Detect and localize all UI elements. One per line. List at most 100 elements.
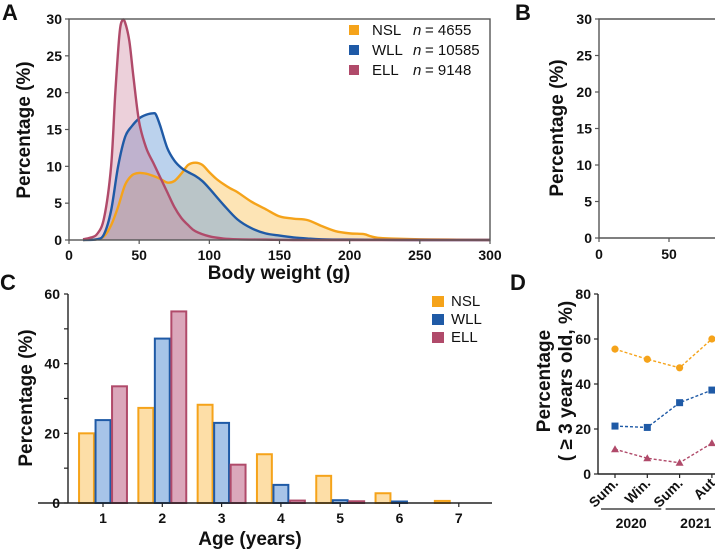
legend-swatch-wll [349, 45, 359, 55]
panel-d-x-ticks: Sum. Win.Sum. Aut [586, 474, 715, 510]
bar-wll [153, 337, 171, 504]
panel-b: B 0 50 0 5 10 15 20 25 30 Percentage (%) [515, 0, 715, 262]
legend-swatch-wll [432, 314, 444, 325]
x-tick-label: 100 [198, 247, 222, 263]
y-tick-label: 20 [46, 85, 62, 101]
panel-b-y-axis-title: Percentage (%) [547, 59, 568, 196]
y-tick-label: 20 [44, 425, 60, 441]
point-ell [675, 458, 684, 466]
y-tick-label: 10 [46, 158, 62, 174]
y-tick-label: 40 [575, 376, 591, 392]
x-tick-label: 6 [396, 510, 404, 526]
year-group-label: 2021 [680, 515, 711, 531]
point-nsl [708, 335, 715, 343]
bar-nsl [196, 403, 214, 504]
bar-nsl [374, 492, 392, 505]
panel-label-d: D [510, 270, 526, 295]
area-ell [83, 19, 491, 241]
point-nsl [643, 355, 651, 363]
line-ell [82, 18, 490, 242]
panel-label-a: A [2, 0, 18, 25]
line-wll [614, 389, 713, 429]
x-tick-label: Win. [621, 475, 653, 507]
line-ell [614, 442, 713, 464]
legend-label-nsl: NSL [451, 293, 480, 310]
point-wll [676, 399, 684, 407]
x-tick-label: 2 [158, 510, 166, 526]
x-tick-label: 3 [218, 510, 226, 526]
panel-d: D 0 20 40 60 80 Sum. Win.Sum. Aut Percentage (… [510, 270, 715, 531]
panel-a-areas [82, 18, 491, 242]
point-nsl [676, 364, 684, 372]
bar-wll [94, 419, 112, 505]
panel-c-x-ticks: 1 2 3 4 5 6 7 [99, 503, 463, 526]
y-tick-label: 60 [575, 331, 591, 347]
line-nsl [82, 161, 491, 242]
panel-d-lines [611, 335, 715, 466]
panel-a-y-axis-title: Percentage (%) [14, 61, 35, 198]
point-wll [643, 423, 651, 431]
legend-swatch-ell [349, 65, 359, 75]
panel-d-y-axis-title: Percentage [534, 330, 555, 432]
area-wll [83, 113, 491, 241]
panel-label-c: C [0, 270, 16, 295]
bar-ell [229, 463, 247, 504]
y-tick-label: 0 [583, 466, 591, 482]
y-tick-label: 15 [46, 122, 62, 138]
x-tick-label: 250 [408, 247, 432, 263]
panel-c-bars [78, 310, 451, 505]
y-tick-label: 40 [44, 356, 60, 372]
point-ell [707, 439, 715, 447]
bar-nsl [78, 432, 95, 505]
bar-ell [170, 310, 188, 504]
y-tick-label: 20 [575, 421, 591, 437]
legend-label-wll: WLL [451, 311, 482, 328]
legend-n-symbol: n [413, 62, 421, 79]
x-tick-label: 7 [455, 510, 463, 526]
panel-b-frame [598, 18, 715, 239]
panel-a-x-axis-title: Body weight (g) [208, 263, 350, 284]
point-wll [708, 386, 715, 394]
year-group-label: 2020 [616, 515, 647, 531]
point-ell [611, 445, 619, 453]
x-tick-label: 50 [131, 247, 147, 263]
point-nsl [611, 345, 619, 353]
legend-label-nsl: NSL [372, 22, 401, 39]
bar-nsl [315, 474, 333, 504]
y-tick-label: 0 [52, 495, 60, 511]
panel-c-y-axis-title: Percentage (%) [16, 329, 37, 466]
panel-d-year-groups: 2020 2021 [601, 508, 715, 531]
y-tick-label: 20 [576, 84, 592, 100]
line-nsl [614, 338, 713, 369]
y-tick-label: 60 [44, 286, 60, 302]
panel-a-x-ticks: 0 50 100 150 200 250 300 [65, 240, 502, 263]
panel-b-x-ticks: 0 50 [595, 238, 677, 262]
x-tick-label: 4 [277, 510, 285, 526]
y-tick-label: 0 [584, 230, 592, 246]
legend-n-value: = 4655 [425, 22, 471, 39]
panel-c: C 1 2 3 4 5 6 7 0 20 40 60 Age (years) Percentage… [0, 270, 492, 550]
panel-c-x-axis-title: Age (years) [198, 529, 302, 550]
x-tick-label: 50 [661, 246, 677, 262]
panel-label-b: B [515, 0, 531, 25]
y-tick-label: 5 [54, 195, 62, 211]
legend-n-symbol: n [413, 22, 421, 39]
legend-n-value: = 9148 [425, 62, 471, 79]
x-tick-label: Sum. [650, 475, 686, 511]
bar-ell [111, 385, 128, 504]
y-tick-label: 30 [46, 11, 62, 27]
y-tick-label: 10 [576, 157, 592, 173]
x-tick-label: 0 [595, 246, 603, 262]
y-tick-label: 25 [576, 48, 592, 64]
point-wll [611, 422, 619, 430]
legend-swatch-ell [432, 332, 444, 343]
y-tick-label: 0 [54, 232, 62, 248]
y-tick-label: 80 [575, 286, 591, 302]
x-tick-label: 300 [478, 247, 502, 263]
legend-swatch-nsl [349, 25, 359, 35]
legend-label-ell: ELL [451, 329, 478, 346]
x-tick-label: 1 [99, 510, 107, 526]
x-tick-label: Aut [690, 475, 715, 503]
